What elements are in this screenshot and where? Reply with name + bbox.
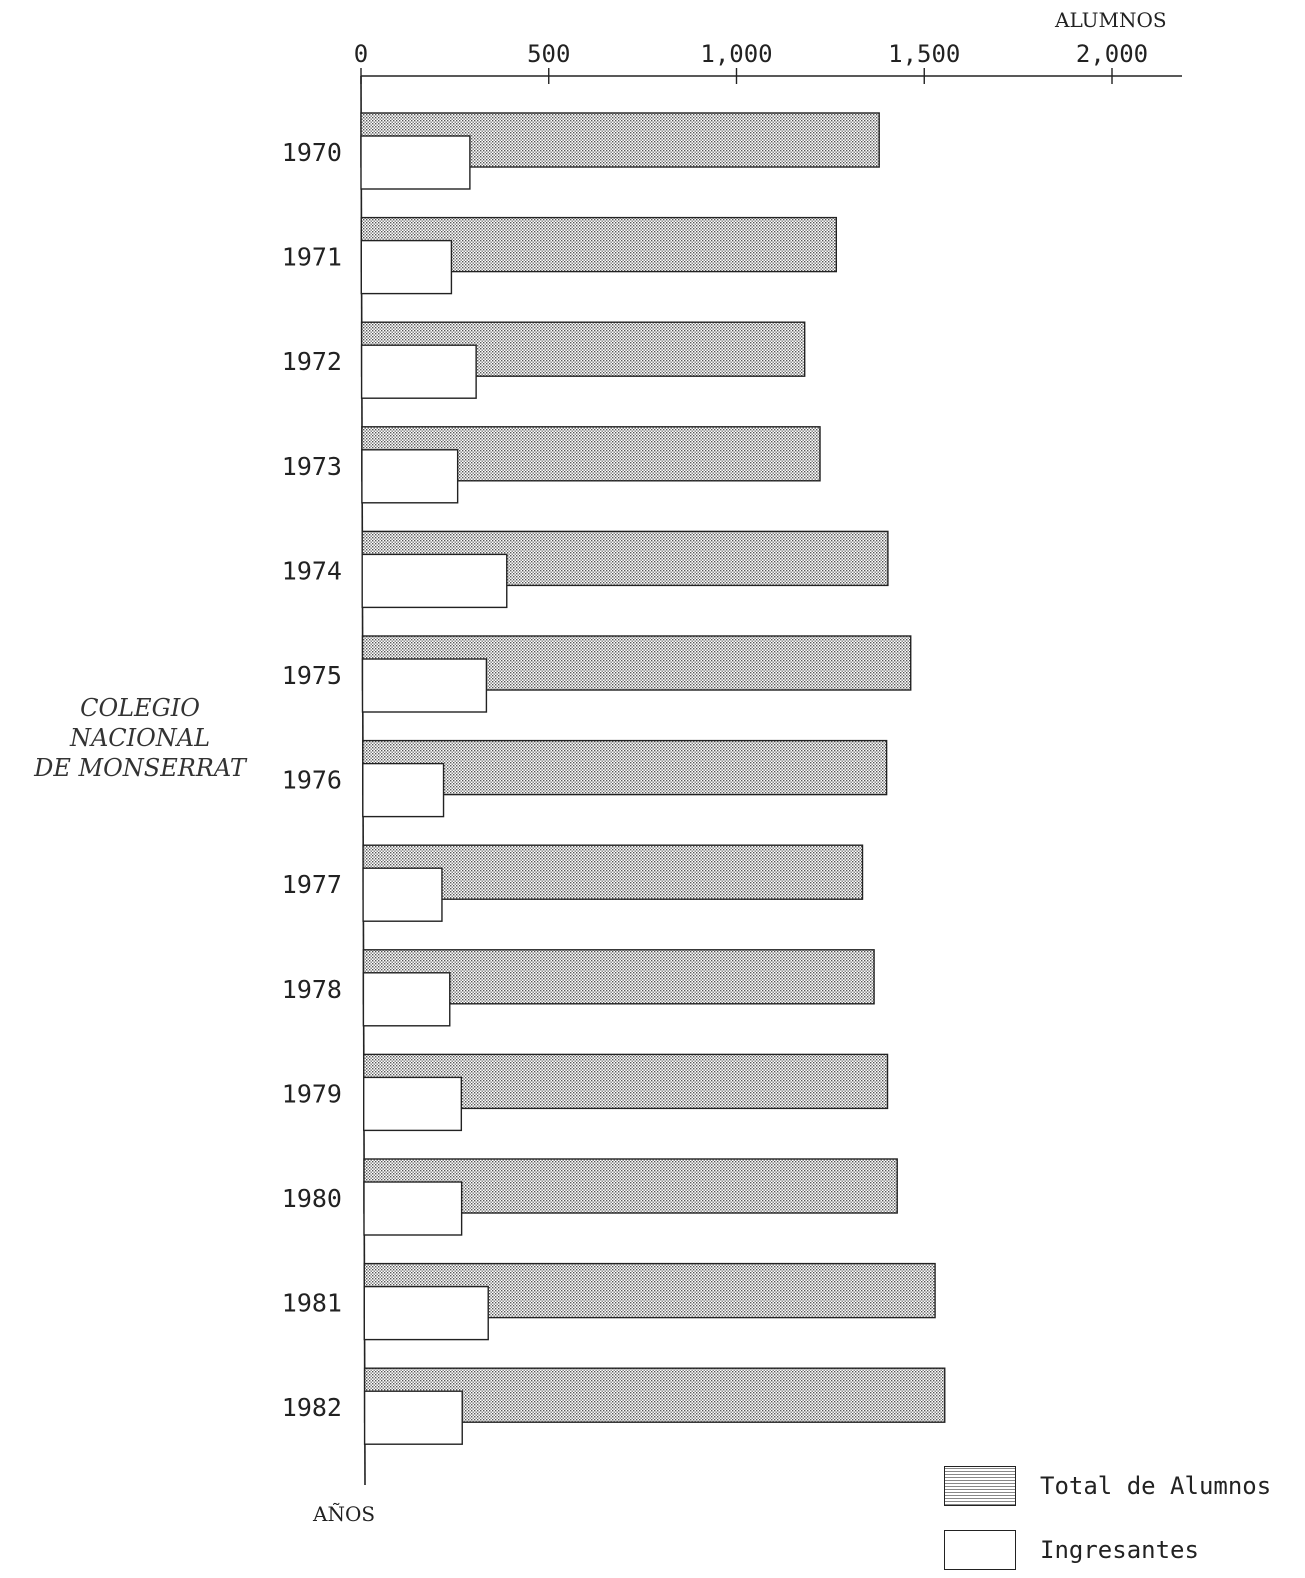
bar-ingresantes-1975 [361,658,488,713]
legend-item-total: Total de Alumnos [944,1466,1271,1506]
legend-label-ingresantes: Ingresantes [1040,1536,1199,1564]
bar-ingresantes-1977 [362,867,443,922]
y-tick-label: 1974 [282,556,342,585]
bar-total-1977 [362,844,864,900]
y-axis-labels: 1970 1971 1972 1973 1974 1975 1976 1977 1978 1979… [282,138,342,1422]
x-tick-label: 0 [354,40,368,68]
y-tick-label: 1977 [282,870,342,899]
y-tick-label: 1975 [282,661,342,690]
legend-swatch-total [944,1466,1016,1506]
side-title-line-1: COLEGIO NACIONAL [69,694,211,752]
bar-total-1976 [362,739,888,796]
y-tick-label: 1976 [282,766,342,795]
legend-swatch-ingresantes [944,1530,1016,1570]
side-title-line-2: DE MONSERRAT [34,754,246,782]
y-tick-label: 1970 [282,138,342,167]
y-tick-label: 1980 [282,1184,342,1213]
y-tick-label: 1979 [282,1079,342,1108]
bar-ingresantes-1981 [363,1285,489,1341]
bar-ingresantes-1970 [360,135,471,190]
x-axis-title: ALUMNOS [1055,8,1167,32]
y-tick-label: 1972 [282,347,342,376]
y-tick-label: 1981 [282,1289,342,1318]
bar-ingresantes-1980 [363,1181,463,1236]
y-tick-label: 1978 [282,975,342,1004]
bars [360,112,946,1445]
side-title: COLEGIO NACIONAL DE MONSERRAT [10,693,270,783]
y-axis-title: AÑOS [313,1502,376,1526]
x-tick-label: 2,000 [1076,40,1148,68]
legend-item-ingresantes: Ingresantes [944,1530,1199,1570]
legend-label-total: Total de Alumnos [1040,1472,1272,1500]
y-tick-label: 1971 [282,243,342,272]
bar-ingresantes-1976 [362,762,445,818]
bar-ingresantes-1971 [360,239,453,295]
y-tick-label: 1973 [282,452,342,481]
x-tick-label: 500 [527,40,570,68]
x-axis-ticks: 0 500 1,000 1,500 2,000 [354,40,1148,84]
bar-ingresantes-1979 [363,1076,463,1132]
bar-ingresantes-1974 [361,553,508,609]
bar-ingresantes-1972 [360,344,477,399]
bar-ingresantes-1973 [361,449,459,504]
x-tick-label: 1,000 [700,40,772,68]
bar-ingresantes-1982 [363,1390,463,1445]
y-tick-label: 1982 [282,1393,342,1422]
x-tick-label: 1,500 [888,40,960,68]
bar-ingresantes-1978 [362,972,451,1027]
